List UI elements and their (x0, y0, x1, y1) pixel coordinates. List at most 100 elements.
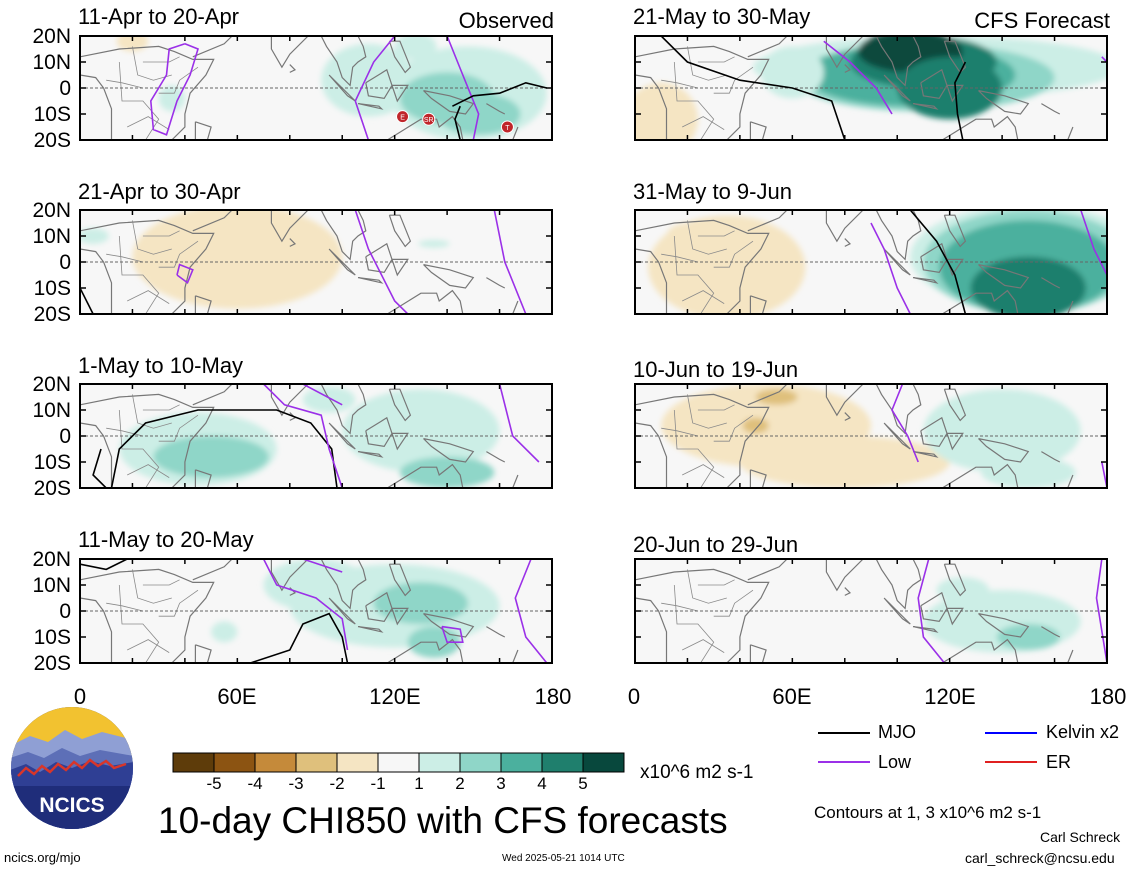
colorbar-tick-label: -4 (247, 774, 263, 793)
chi-anomaly-blob (373, 582, 469, 624)
lat-label: 10N (32, 51, 71, 74)
chi-anomaly-blob (302, 386, 356, 413)
contours (917, 559, 1107, 663)
chi-anomaly-blob (158, 85, 185, 112)
lat-label: 20S (33, 129, 71, 152)
lat-label: 10N (32, 574, 71, 597)
map-panel-obs-3 (79, 383, 553, 489)
lon-label-0-right: 0 (627, 684, 641, 709)
chi-anomaly-blob (666, 223, 709, 249)
colorbar-swatch (418, 752, 461, 773)
legend-label-mjo: MJO (878, 722, 916, 742)
lat-label: 10S (33, 103, 71, 126)
figure-title: 10-day CHI850 with CFS forecasts (158, 800, 728, 841)
colorbar-swatch (377, 752, 420, 773)
lat-label: 20N (32, 25, 71, 48)
chi-anomaly-blob (981, 456, 1076, 488)
lat-label: 0 (59, 425, 71, 448)
colorbar-swatch (172, 752, 215, 773)
chi-anomaly-blob (153, 436, 269, 478)
colorbar-tick-label: -1 (370, 774, 386, 793)
map-panel-cfs-4 (634, 558, 1108, 664)
lat-label: 20S (33, 652, 71, 675)
panel-tag-cfs-forecast: CFS Forecast (974, 8, 1110, 33)
lat-label: 10S (33, 626, 71, 649)
map-panel-cfs-3 (634, 383, 1108, 489)
legend-lines (818, 732, 1037, 763)
panel-title-obs-3: 1-May to 10-May (78, 353, 244, 378)
contours (660, 36, 1107, 140)
chi-anomaly-blob (80, 228, 109, 244)
map-panel-obs-4 (79, 558, 553, 664)
lon-label-180-left: 180 (534, 684, 572, 709)
chi-field (119, 386, 500, 488)
panel-title-cfs-2: 31-May to 9-Jun (633, 179, 792, 204)
colorbar-tick-label: 5 (578, 774, 588, 793)
colorbar-units: x10^6 m2 s-1 (640, 762, 754, 783)
lon-label-120e-left: 120E (369, 684, 421, 709)
ncics-logo-graphic: NCICS (11, 707, 133, 829)
panel-tag-observed: Observed (458, 8, 554, 33)
wave-marker-t: T (500, 120, 514, 134)
lat-label: 0 (59, 251, 71, 274)
chi-anomaly-blob (342, 389, 500, 473)
chi-field (635, 36, 1107, 140)
contours (92, 384, 540, 488)
lon-label-60e-right: 60E (772, 684, 812, 709)
site-url: ncics.org/mjo (4, 850, 81, 865)
colorbar-tick-label: -5 (206, 774, 222, 793)
lon-label-120e-right: 120E (924, 684, 976, 709)
chi-anomaly-blob (897, 56, 1003, 120)
contours (149, 36, 547, 140)
chi-anomaly-blob (132, 210, 343, 309)
panel-title-cfs-4: 20-Jun to 29-Jun (633, 532, 799, 557)
colorbar-tick-label: 3 (496, 774, 506, 793)
chi-anomaly-blob (399, 456, 495, 488)
chi-anomaly-blob (211, 621, 238, 643)
author-email: carl_schreck@ncsu.edu (965, 850, 1115, 866)
ncics-logo: NCICS (10, 706, 134, 830)
lat-label: 10S (33, 451, 71, 474)
legend-label-er: ER (1046, 752, 1072, 772)
chi-anomaly-blob (394, 36, 437, 60)
coastlines (80, 36, 519, 140)
coastlines (635, 384, 1074, 488)
author-name: Carl Schreck (1040, 829, 1121, 845)
map-panel-cfs-1 (634, 35, 1108, 141)
wave-marker-sr: SR (422, 112, 436, 126)
colorbar-swatch (336, 752, 379, 773)
lat-label: 20S (33, 303, 71, 326)
chi-anomaly-blob (760, 46, 824, 99)
lat-label: 10N (32, 399, 71, 422)
colorbar-tick-label: -3 (288, 774, 304, 793)
chi-field (80, 210, 450, 309)
colorbar-tick-label: 1 (414, 774, 424, 793)
chi-anomaly-blob (970, 256, 1087, 314)
wave-marker-e: E (396, 110, 410, 124)
map-panel-obs-1: E SR T (79, 35, 553, 141)
logo-text: NCICS (39, 794, 104, 817)
coastlines (635, 36, 1074, 140)
colorbar-tick-label: 2 (455, 774, 465, 793)
wave-marker-label: T (505, 125, 510, 132)
panel-title-obs-1: 11-Apr to 20-Apr (78, 4, 240, 29)
contours (870, 210, 1107, 314)
chi-anomaly-blob (418, 239, 450, 248)
coastlines (80, 210, 519, 314)
legend-label-low: Low (878, 752, 912, 772)
colorbar-swatch (213, 752, 256, 773)
timestamp: Wed 2025-05-21 1014 UTC (502, 853, 625, 864)
wave-marker-label: SR (424, 117, 434, 124)
lon-label-60e-left: 60E (217, 684, 257, 709)
coastlines (635, 559, 1074, 663)
map-panel-cfs-2 (634, 209, 1108, 315)
panel-title-cfs-3: 10-Jun to 19-Jun (633, 357, 799, 382)
contours (80, 210, 527, 314)
chi-anomaly-blob (996, 624, 1060, 650)
lat-label: 10N (32, 225, 71, 248)
colorbar-swatch (500, 752, 543, 773)
chi-anomaly-blob (739, 436, 950, 488)
colorbar-swatch (295, 752, 338, 773)
